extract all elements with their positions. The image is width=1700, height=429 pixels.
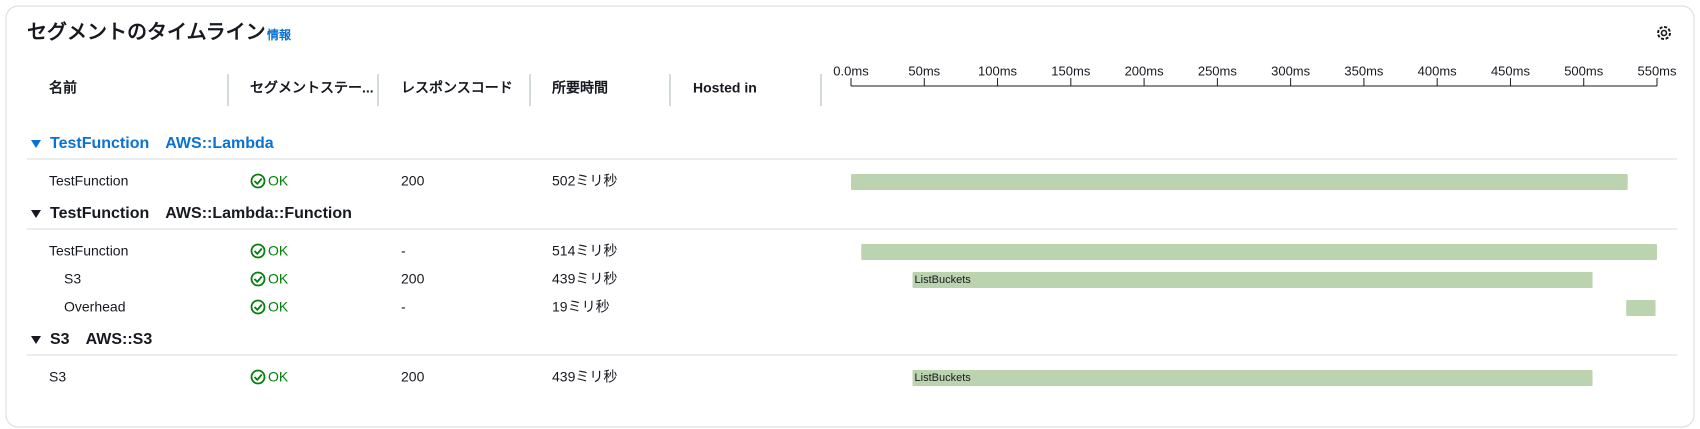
segment-duration: 502ミリ秒 — [552, 173, 617, 189]
axis-tick-label: 100ms — [978, 63, 1018, 78]
group-type: AWS::Lambda — [165, 135, 274, 152]
status-check — [253, 247, 263, 256]
axis-tick-label: 500ms — [1564, 63, 1604, 78]
response-code: 200 — [401, 271, 425, 287]
group-name: TestFunction — [50, 205, 149, 222]
timeline-bar — [912, 370, 1593, 386]
segment-name: S3 — [49, 369, 66, 385]
column-header: 所要時間 — [552, 80, 608, 96]
segment-status: OK — [268, 173, 289, 189]
timeline-bar — [861, 244, 1657, 260]
column-header: Hosted in — [693, 80, 757, 96]
axis-tick-label: 300ms — [1271, 63, 1311, 78]
segment-status: OK — [268, 299, 289, 315]
group-name: S3 — [50, 331, 70, 348]
segment-duration: 514ミリ秒 — [552, 243, 617, 259]
segment-name: Overhead — [64, 299, 125, 315]
status-check — [253, 303, 263, 312]
panel-title: セグメントのタイムライン — [27, 19, 266, 43]
status-check — [253, 373, 263, 382]
status-check — [253, 177, 263, 186]
gear-inner — [1660, 29, 1668, 37]
timeline-bar — [851, 174, 1628, 190]
status-icon — [250, 299, 266, 315]
settings-button[interactable] — [1657, 26, 1671, 40]
group-header[interactable]: TestFunction AWS::Lambda — [31, 135, 274, 152]
axis-tick-label: 350ms — [1344, 63, 1384, 78]
timeline-bar — [912, 272, 1593, 288]
response-code: - — [401, 299, 406, 315]
axis-tick-label: 250ms — [1198, 63, 1238, 78]
timeline-bar — [1626, 300, 1656, 316]
column-header: レスポンスコード — [401, 80, 513, 96]
response-code: - — [401, 243, 406, 259]
group-type: AWS::S3 — [86, 331, 153, 348]
segment-name: TestFunction — [49, 243, 128, 259]
segment-duration: 439ミリ秒 — [552, 271, 617, 287]
status-check — [253, 275, 263, 284]
segment-duration: 19ミリ秒 — [552, 299, 610, 315]
axis-tick-label: 200ms — [1125, 63, 1165, 78]
group-type: AWS::Lambda::Function — [165, 205, 352, 222]
expand-caret — [31, 140, 41, 148]
segment-name: TestFunction — [49, 173, 128, 189]
expand-caret — [31, 210, 41, 218]
status-icon — [250, 173, 266, 189]
expand-caret — [31, 336, 41, 344]
gear-outer — [1657, 26, 1671, 40]
axis-tick-label: 150ms — [1051, 63, 1091, 78]
axis-tick-label: 400ms — [1418, 63, 1458, 78]
column-header: 名前 — [49, 80, 77, 96]
status-icon — [250, 271, 266, 287]
axis-tick-label: 50ms — [908, 63, 940, 78]
segment-status: OK — [268, 271, 289, 287]
status-icon — [250, 243, 266, 259]
axis-tick-label: 550ms — [1637, 63, 1677, 78]
segment-name: S3 — [64, 271, 81, 287]
status-icon — [250, 369, 266, 385]
segment-status: OK — [268, 243, 289, 259]
response-code: 200 — [401, 173, 425, 189]
segment-duration: 439ミリ秒 — [552, 369, 617, 385]
bar-label: ListBuckets — [915, 274, 972, 286]
card — [5, 5, 1695, 428]
bar-label: ListBuckets — [915, 372, 972, 384]
column-header: セグメントステー... — [250, 80, 374, 96]
info-link[interactable]: 情報 — [267, 27, 292, 42]
group-header[interactable]: TestFunction AWS::Lambda::Function — [31, 205, 352, 222]
segment-status: OK — [268, 369, 289, 385]
axis-tick-label: 0.0ms — [833, 63, 869, 78]
axis-tick-label: 450ms — [1491, 63, 1531, 78]
group-name: TestFunction — [50, 135, 149, 152]
response-code: 200 — [401, 369, 425, 385]
group-header[interactable]: S3 AWS::S3 — [31, 331, 152, 348]
